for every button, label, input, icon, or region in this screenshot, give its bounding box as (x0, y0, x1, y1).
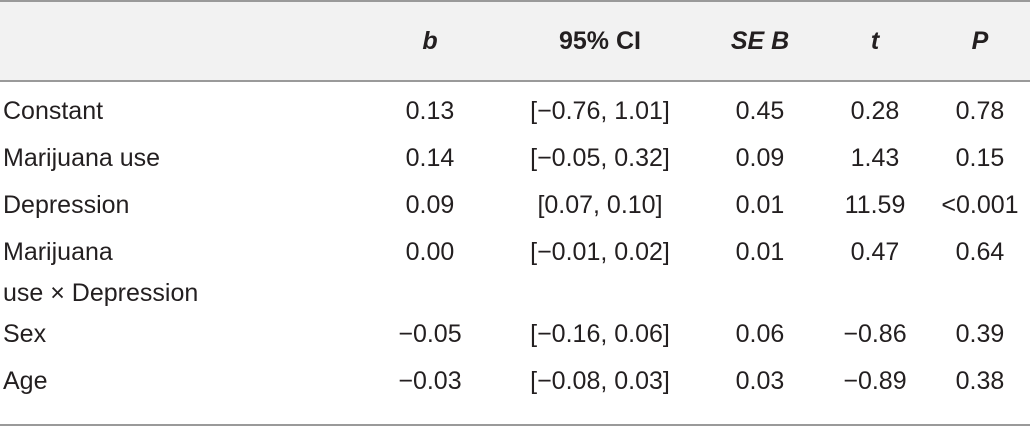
cell-b: 0.14 (405, 144, 455, 172)
cell-t: −0.89 (820, 361, 930, 426)
cell-p: 0.64 (955, 238, 1005, 266)
cell-p: 0.39 (955, 320, 1005, 348)
cell-ci: [0.07, 0.10] (537, 191, 663, 219)
cell-b: 0.13 (405, 97, 455, 125)
row-label: Age (0, 361, 360, 426)
cell-b: −0.03 (360, 361, 500, 426)
cell-p: 0.38 (930, 361, 1030, 426)
cell-t: 11.59 (844, 191, 906, 219)
row-label: Depression (3, 191, 130, 219)
header-row: b 95% CI SE B t P (0, 0, 1030, 82)
table-row: Marijuana use 0.14 [−0.05, 0.32] 0.09 1.… (0, 138, 1030, 185)
header-p: P (930, 0, 1030, 82)
row-label: Sex (3, 320, 47, 348)
cell-ci: [−0.16, 0.06] (530, 320, 670, 348)
cell-b: −0.05 (398, 320, 462, 348)
cell-ci: [−0.05, 0.32] (530, 144, 670, 172)
cell-se: 0.09 (735, 144, 785, 172)
table-row: Marijuana use × Depression 0.00 [−0.01, … (0, 232, 1030, 314)
header-t: t (820, 0, 930, 82)
cell-se: 0.01 (735, 191, 785, 219)
header-b: b (360, 0, 500, 82)
table-row: Depression 0.09 [0.07, 0.10] 0.01 11.59 … (0, 185, 1030, 232)
cell-b: 0.00 (405, 238, 455, 266)
cell-se: 0.06 (735, 320, 785, 348)
header-ci: 95% CI (500, 0, 700, 82)
cell-ci: [−0.01, 0.02] (530, 238, 670, 266)
cell-t: 1.43 (850, 144, 900, 172)
table-row: Sex −0.05 [−0.16, 0.06] 0.06 −0.86 0.39 (0, 314, 1030, 361)
cell-se: 0.01 (735, 238, 785, 266)
row-label-line2: use × Depression (3, 279, 199, 307)
row-label-line1: Marijuana (3, 238, 113, 266)
cell-ci: [−0.76, 1.01] (530, 97, 670, 125)
cell-se: 0.45 (735, 97, 785, 125)
row-label: Marijuana use (3, 144, 161, 172)
cell-p: 0.78 (955, 97, 1005, 125)
header-predictor (0, 0, 360, 82)
header-se-b: SE B (700, 0, 820, 82)
cell-b: 0.09 (405, 191, 455, 219)
table-row: Age −0.03 [−0.08, 0.03] 0.03 −0.89 0.38 (0, 361, 1030, 426)
cell-t: 0.47 (850, 238, 900, 266)
table-row: Constant 0.13 [−0.76, 1.01] 0.45 0.28 0.… (0, 81, 1030, 138)
cell-ci: [−0.08, 0.03] (500, 361, 700, 426)
cell-t: −0.86 (843, 320, 907, 348)
cell-se: 0.03 (700, 361, 820, 426)
cell-t: 0.28 (850, 97, 900, 125)
cell-p: 0.15 (955, 144, 1005, 172)
row-label: Marijuana use × Depression (0, 232, 360, 314)
row-label: Constant (3, 97, 104, 125)
cell-p: <0.001 (941, 191, 1019, 219)
